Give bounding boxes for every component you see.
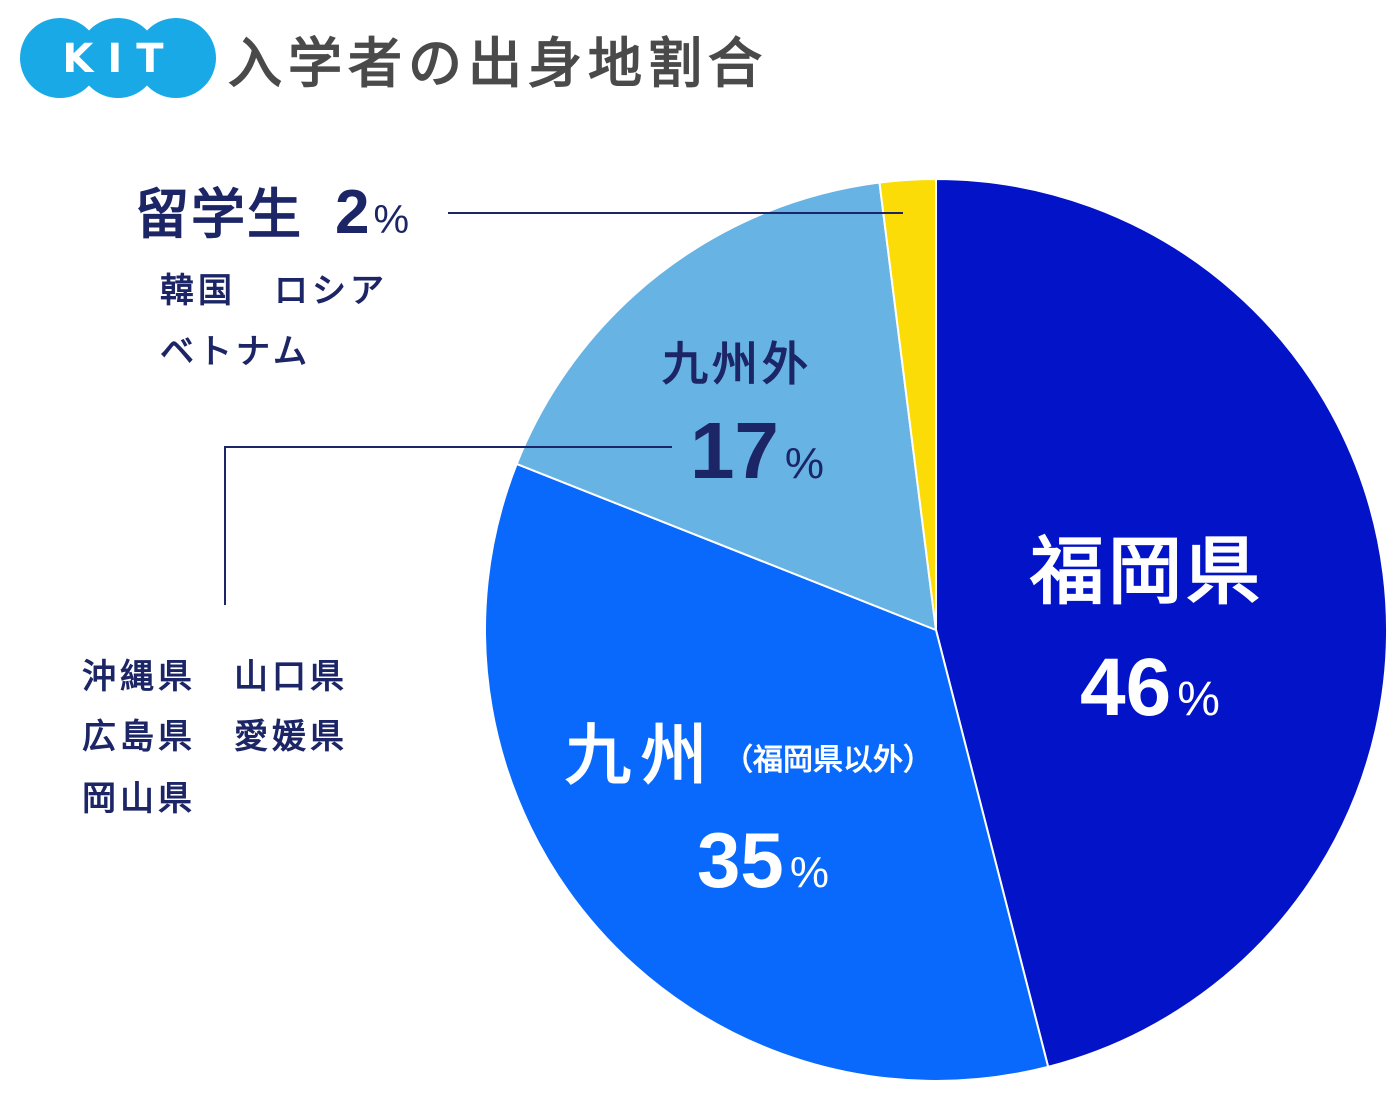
fukuoka-value-label: 46%: [1080, 642, 1220, 733]
pie-slice-kyushu: [484, 462, 1050, 1082]
kyushugai-note-line-3: 岡山県: [82, 779, 196, 819]
kyushu-category-label: 九州 （福岡県以外）: [565, 717, 933, 794]
pie-slices: [484, 178, 1388, 1082]
pie-slice-fukuoka: [935, 178, 1388, 1068]
ryugakusei-note-line-1: 韓国 ロシア: [160, 271, 388, 311]
fukuoka-category-label: 福岡県: [1029, 529, 1264, 615]
kyushugai-note-line-2: 広島県 愛媛県: [82, 717, 348, 757]
logo-blob-right: [136, 18, 216, 98]
kit-logo: KIT: [20, 18, 216, 98]
chart-title: 入学者の出身地割合: [228, 32, 768, 95]
pie-slice-ryugakusei: [878, 178, 937, 631]
logo-blob-mid: [78, 18, 158, 98]
ryugakusei-note-line-2: ベトナム: [160, 332, 311, 372]
logo-blob-left: [20, 18, 100, 98]
kyushugai-value-label: 17%: [690, 406, 824, 495]
logo-text: KIT: [62, 36, 177, 82]
kyushugai-category-label: 九州外: [662, 337, 812, 391]
kyushugai-note-line-1: 沖縄県 山口県: [82, 657, 348, 697]
kyushu-value-label: 35%: [697, 816, 829, 904]
ryugakusei-category-label: 留学生: [135, 183, 303, 246]
ryugakusei-value-label: 2%: [335, 178, 409, 247]
kyushugai-leader-line: [224, 446, 672, 605]
pie-slice-kyushugai: [515, 181, 937, 631]
